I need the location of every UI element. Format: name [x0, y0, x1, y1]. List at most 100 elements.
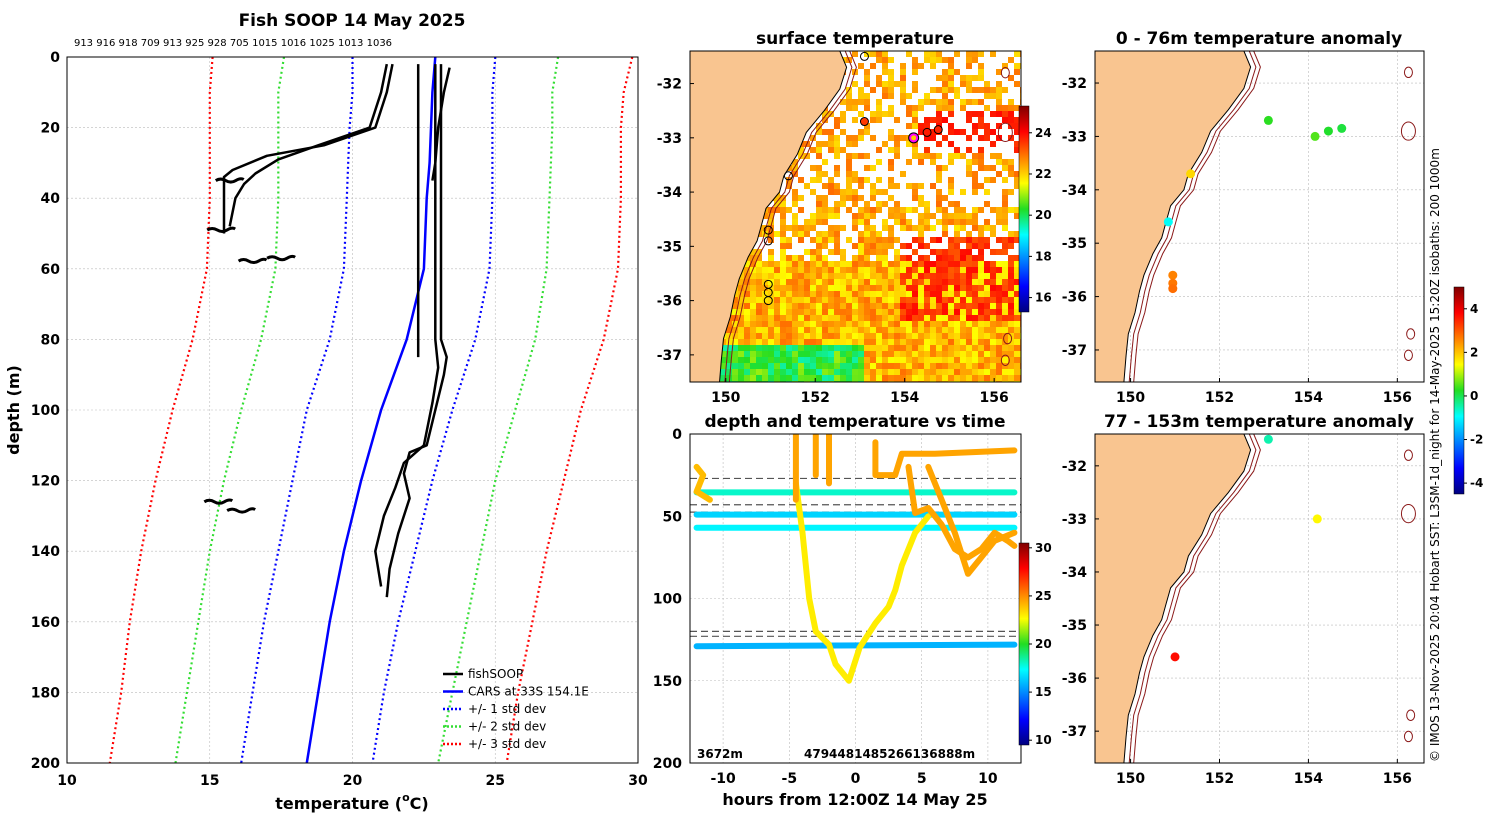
sst-cell [882, 111, 888, 117]
sst-cell [894, 345, 900, 351]
sst-cell [984, 267, 990, 273]
sst-cell [900, 219, 906, 225]
sst-cell [840, 339, 846, 345]
sst-cell [924, 285, 930, 291]
sst-cell [930, 321, 936, 327]
sst-cell [900, 135, 906, 141]
sst-station-marker [859, 117, 869, 127]
y-tick-label: -35 [1062, 236, 1087, 252]
sst-cell [768, 291, 774, 297]
sst-cell [1002, 315, 1008, 321]
sst-cell [756, 351, 762, 357]
sst-cell [864, 369, 870, 375]
sst-cell [990, 225, 996, 231]
sst-cell [966, 63, 972, 69]
sst-cell [768, 231, 774, 237]
sst-cell [984, 285, 990, 291]
sst-cell [864, 123, 870, 129]
sst-cell [924, 267, 930, 273]
sst-cell [828, 267, 834, 273]
sst-cell [864, 315, 870, 321]
sst-cell [900, 321, 906, 327]
profile-noise-blob [237, 257, 268, 265]
sst-cell [732, 369, 738, 375]
sst-cell [876, 51, 882, 57]
sst-cell [948, 75, 954, 81]
sst-cell [864, 165, 870, 171]
sst-cell [774, 195, 780, 201]
sst-cell [750, 303, 756, 309]
sst-cell [840, 285, 846, 291]
sst-cell [990, 153, 996, 159]
sst-cell [960, 345, 966, 351]
sst-cell [816, 315, 822, 321]
sst-cell [846, 339, 852, 345]
sst-cell [954, 369, 960, 375]
sst-cell [816, 237, 822, 243]
sst-cell [822, 207, 828, 213]
sst-cell [912, 69, 918, 75]
sst-cell [1014, 273, 1020, 279]
sst-cell [912, 87, 918, 93]
sst-cell [972, 123, 978, 129]
sst-cell [738, 333, 744, 339]
sst-cell [882, 87, 888, 93]
profile-y-tick: 160 [31, 615, 60, 631]
sst-cell [972, 351, 978, 357]
sst-cell [978, 291, 984, 297]
sst-cell [990, 357, 996, 363]
sst-cell [774, 261, 780, 267]
sst-cell [870, 303, 876, 309]
sst-cell [966, 315, 972, 321]
anomaly-shallow-point [1168, 270, 1178, 280]
sst-cell [864, 51, 870, 57]
sst-cell [906, 297, 912, 303]
sst-cell [750, 297, 756, 303]
sst-cell [996, 327, 1002, 333]
sst-cell [768, 339, 774, 345]
sst-cell [888, 309, 894, 315]
sst-cell [984, 225, 990, 231]
depth-time-x-tick: 5 [917, 771, 927, 787]
sst-cell [924, 363, 930, 369]
sst-cell [930, 213, 936, 219]
sst-cell [1002, 189, 1008, 195]
sst-cell [924, 261, 930, 267]
sst-cell [942, 93, 948, 99]
sst-cell [948, 183, 954, 189]
sst-cell [942, 285, 948, 291]
sst-cell [888, 183, 894, 189]
sst-cell [954, 225, 960, 231]
sst-cell [816, 249, 822, 255]
sst-cell [990, 141, 996, 147]
sst-islands [997, 67, 1013, 366]
sst-cell [1008, 159, 1014, 165]
sst-cell [870, 297, 876, 303]
sst-cell [924, 327, 930, 333]
sst-cell [960, 375, 966, 381]
sst-cell [1008, 291, 1014, 297]
sst-cell [798, 291, 804, 297]
sst-cell [882, 279, 888, 285]
sst-cell [906, 273, 912, 279]
depth-time-x-tick: 10 [978, 771, 998, 787]
sst-cell [840, 195, 846, 201]
anomaly-deep-point [1312, 514, 1322, 524]
sst-cell [876, 369, 882, 375]
sst-cell [798, 225, 804, 231]
sst-cell [912, 285, 918, 291]
sst-cell [864, 75, 870, 81]
profile-y-tick: 100 [31, 403, 60, 419]
sst-cell [996, 249, 1002, 255]
sst-cell [870, 267, 876, 273]
sst-cell [888, 369, 894, 375]
sst-cell [756, 297, 762, 303]
sst-cell [942, 165, 948, 171]
sst-isobath-200m [724, 51, 853, 382]
sst-cell [984, 363, 990, 369]
sst-cell [1002, 321, 1008, 327]
sst-cell [894, 285, 900, 291]
sst-cell [876, 237, 882, 243]
sst-cell [906, 363, 912, 369]
sst-cell [846, 237, 852, 243]
